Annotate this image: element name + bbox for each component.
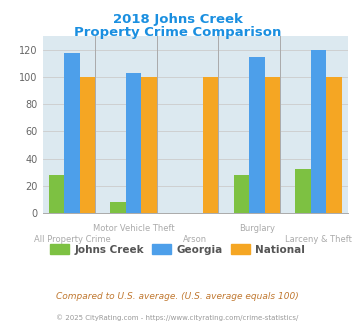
Text: Property Crime Comparison: Property Crime Comparison (74, 26, 281, 39)
Text: Arson: Arson (183, 235, 207, 244)
Bar (203, 77, 218, 213)
Bar (311, 50, 326, 213)
Text: 2018 Johns Creek: 2018 Johns Creek (113, 13, 242, 25)
Text: All Property Crime: All Property Crime (33, 235, 110, 244)
Bar (234, 175, 249, 213)
Bar (295, 169, 311, 213)
Text: © 2025 CityRating.com - https://www.cityrating.com/crime-statistics/: © 2025 CityRating.com - https://www.city… (56, 314, 299, 321)
Bar (264, 77, 280, 213)
Legend: Johns Creek, Georgia, National: Johns Creek, Georgia, National (46, 240, 309, 259)
Bar (326, 77, 342, 213)
Bar (64, 52, 80, 213)
Text: Larceny & Theft: Larceny & Theft (285, 235, 352, 244)
Text: Motor Vehicle Theft: Motor Vehicle Theft (93, 224, 174, 233)
Bar (110, 202, 126, 213)
Bar (80, 77, 95, 213)
Bar (141, 77, 157, 213)
Bar (49, 175, 64, 213)
Text: Compared to U.S. average. (U.S. average equals 100): Compared to U.S. average. (U.S. average … (56, 292, 299, 301)
Bar (126, 73, 141, 213)
Text: Burglary: Burglary (239, 224, 275, 233)
Bar (249, 57, 264, 213)
